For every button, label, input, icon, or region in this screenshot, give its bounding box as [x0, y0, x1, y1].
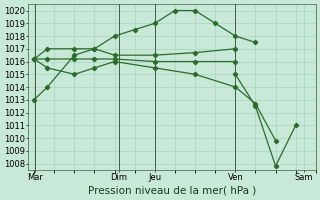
X-axis label: Pression niveau de la mer( hPa ): Pression niveau de la mer( hPa ) [88, 186, 256, 196]
